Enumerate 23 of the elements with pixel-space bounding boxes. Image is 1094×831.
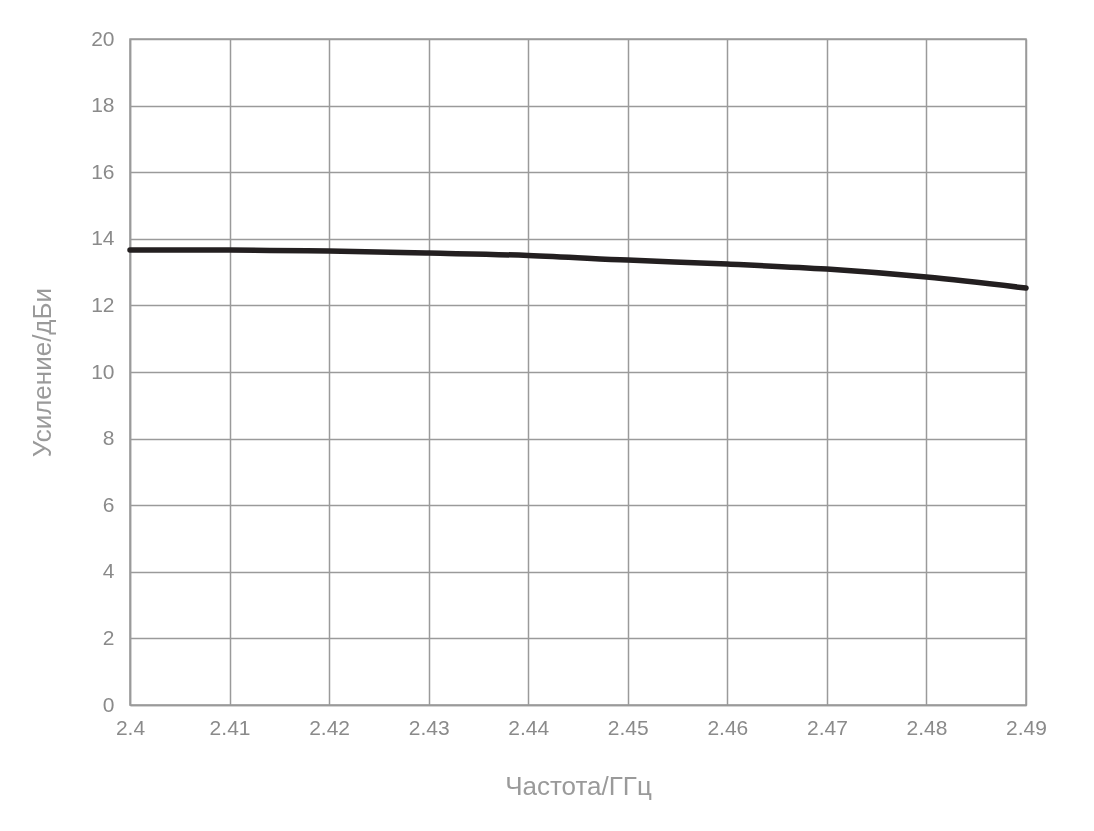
y-tick-label: 2 <box>102 625 115 649</box>
x-tick-label: 2.43 <box>408 715 450 739</box>
x-tick-label: 2.4 <box>115 715 146 739</box>
x-axis-title: Частота/ГГц <box>505 770 652 801</box>
y-tick-label: 12 <box>91 292 115 316</box>
x-tick-label: 2.47 <box>806 715 848 739</box>
y-tick-label: 18 <box>91 93 115 117</box>
x-tick-label: 2.49 <box>1006 715 1047 739</box>
x-tick-label: 2.45 <box>607 715 649 739</box>
y-tick-label: 4 <box>102 559 115 583</box>
y-tick-label: 8 <box>102 426 115 450</box>
y-tick-label: 16 <box>91 159 115 183</box>
x-tick-label: 2.42 <box>309 715 351 739</box>
x-tick-label: 2.41 <box>209 715 251 739</box>
y-tick-label: 10 <box>91 359 115 383</box>
x-tick-label: 2.44 <box>508 715 550 739</box>
x-tick-label: 2.48 <box>906 715 948 739</box>
y-axis-title: Усиление/дБи <box>27 287 58 458</box>
y-tick-label: 0 <box>102 692 115 716</box>
x-tick-label: 2.46 <box>707 715 749 739</box>
y-tick-label: 20 <box>91 26 115 50</box>
y-tick-label: 6 <box>102 492 115 516</box>
y-tick-label: 14 <box>91 226 115 250</box>
